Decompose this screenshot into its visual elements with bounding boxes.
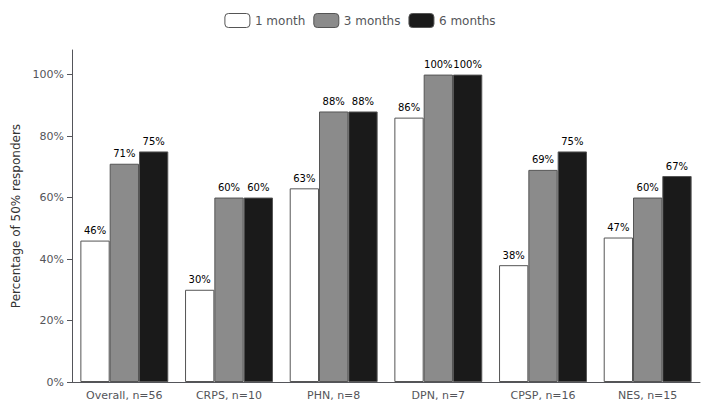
svg-text:Overall, n=56: Overall, n=56 [86,389,163,402]
svg-text:100%: 100% [453,59,482,70]
svg-text:88%: 88% [323,96,345,107]
svg-text:67%: 67% [666,161,688,172]
svg-text:71%: 71% [113,148,135,159]
svg-text:63%: 63% [293,173,315,184]
svg-text:60%: 60% [637,182,659,193]
svg-text:88%: 88% [352,96,374,107]
svg-text:NES, n=15: NES, n=15 [618,389,677,402]
svg-text:30%: 30% [189,274,211,285]
svg-text:86%: 86% [398,102,420,113]
svg-text:6 months: 6 months [439,14,496,28]
svg-text:0%: 0% [47,376,64,389]
svg-text:PHN, n=8: PHN, n=8 [307,389,360,402]
svg-text:46%: 46% [84,225,106,236]
svg-text:3 months: 3 months [344,14,401,28]
svg-text:47%: 47% [607,222,629,233]
svg-text:20%: 20% [40,314,64,327]
svg-text:CRPS, n=10: CRPS, n=10 [196,389,262,402]
svg-text:60%: 60% [40,191,64,204]
svg-text:38%: 38% [503,250,525,261]
svg-text:100%: 100% [33,68,64,81]
svg-text:75%: 75% [561,136,583,147]
svg-text:80%: 80% [40,130,64,143]
svg-text:69%: 69% [532,154,554,165]
svg-text:60%: 60% [247,182,269,193]
svg-text:40%: 40% [40,253,64,266]
svg-text:75%: 75% [143,136,165,147]
svg-text:CPSP, n=16: CPSP, n=16 [510,389,575,402]
svg-text:100%: 100% [424,59,453,70]
svg-text:DPN, n=7: DPN, n=7 [412,389,466,402]
svg-text:60%: 60% [218,182,240,193]
svg-text:Percentage of 50% responders: Percentage of 50% responders [9,124,23,308]
svg-text:1 month: 1 month [255,14,305,28]
